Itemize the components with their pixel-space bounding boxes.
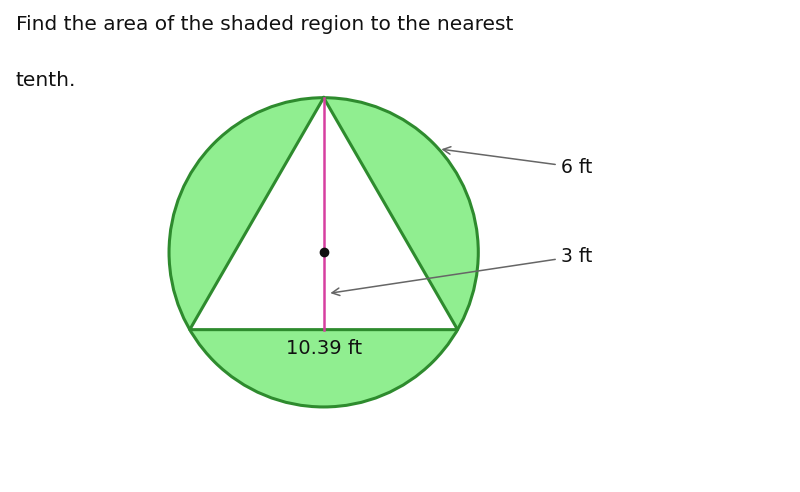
Text: 10.39 ft: 10.39 ft [286, 338, 362, 358]
Text: tenth.: tenth. [16, 71, 76, 91]
Text: 3 ft: 3 ft [332, 246, 592, 296]
Polygon shape [190, 98, 458, 330]
Text: 6 ft: 6 ft [443, 147, 592, 177]
Circle shape [169, 98, 478, 407]
Text: Find the area of the shaded region to the nearest: Find the area of the shaded region to th… [16, 15, 514, 34]
